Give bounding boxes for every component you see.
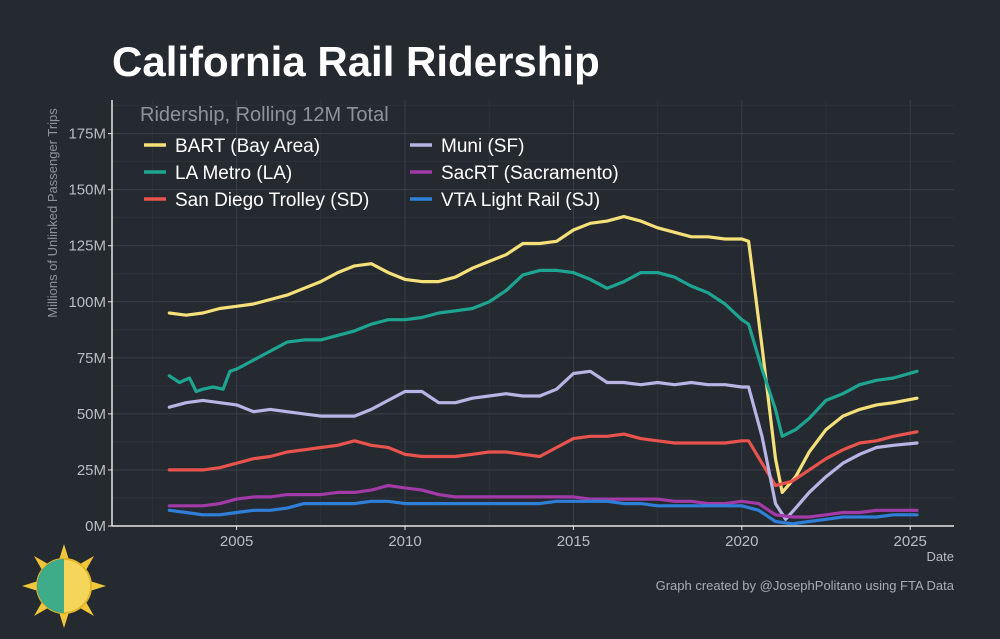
x-tick-label: 2025 <box>894 533 927 550</box>
legend-item: Muni (SF) <box>410 136 524 157</box>
series-line-vta-light-rail-sj <box>167 499 919 526</box>
page-title: California Rail Ridership <box>112 38 600 85</box>
legend-label: LA Metro (LA) <box>175 163 292 184</box>
legend-label: SacRT (Sacramento) <box>441 163 619 184</box>
y-tick-label: 50M <box>77 406 106 423</box>
footer-credit: Graph created by @JosephPolitano using F… <box>655 578 954 593</box>
legend-item: VTA Light Rail (SJ) <box>410 190 600 211</box>
y-tick-label: 25M <box>77 462 106 479</box>
legend-label: San Diego Trolley (SD) <box>175 190 369 211</box>
legend-label: VTA Light Rail (SJ) <box>441 190 600 211</box>
x-tick-label: 2005 <box>220 533 253 550</box>
series-lines <box>167 215 919 526</box>
y-axis-label: Millions of Unlinked Passenger Trips <box>45 108 60 318</box>
legend-label: BART (Bay Area) <box>175 136 320 157</box>
series-line-sacrt-sacramento <box>167 484 919 519</box>
x-tick-label: 2015 <box>557 533 590 550</box>
y-tick-label: 100M <box>68 294 106 311</box>
series-line-san-diego-trolley-sd <box>167 430 919 488</box>
sun-logo-icon <box>22 544 106 628</box>
x-tick-label: 2020 <box>725 533 758 550</box>
legend-item: San Diego Trolley (SD) <box>144 190 369 211</box>
legend-item: LA Metro (LA) <box>144 163 292 184</box>
legend: BART (Bay Area) LA Metro (LA) San Diego Tr… <box>144 136 619 211</box>
tick-labels: 0M 25M 50M 75M 100M 125M 150M 175M 2005 2010 2015 2… <box>68 126 926 550</box>
series-line-la-metro-la <box>167 268 919 438</box>
series-line-bart-bay-area <box>167 215 919 494</box>
axes <box>111 100 954 527</box>
y-tick-label: 150M <box>68 182 106 199</box>
y-tick-label: 125M <box>68 238 106 255</box>
legend-item: SacRT (Sacramento) <box>410 163 619 184</box>
y-tick-label: 175M <box>68 126 106 143</box>
x-axis-label: Date <box>927 549 954 564</box>
x-tick-label: 2010 <box>388 533 421 550</box>
grid <box>112 100 954 526</box>
legend-item: BART (Bay Area) <box>144 136 320 157</box>
chart-subtitle: Ridership, Rolling 12M Total <box>140 104 389 126</box>
y-tick-label: 0M <box>85 518 106 535</box>
legend-label: Muni (SF) <box>441 136 524 157</box>
y-tick-label: 75M <box>77 350 106 367</box>
